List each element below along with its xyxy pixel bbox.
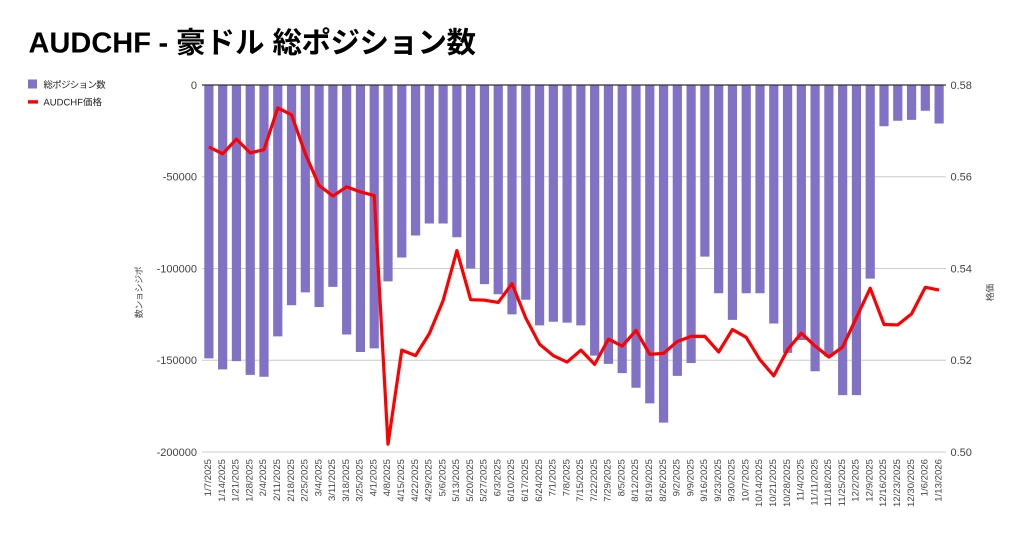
svg-text:1/21/2025: 1/21/2025 <box>231 459 242 502</box>
svg-text:7/22/2025: 7/22/2025 <box>589 459 600 502</box>
svg-text:6/17/2025: 6/17/2025 <box>520 459 531 502</box>
svg-text:0.50: 0.50 <box>951 447 972 459</box>
svg-text:9/2/2025: 9/2/2025 <box>672 459 683 496</box>
svg-text:5/6/2025: 5/6/2025 <box>437 459 448 496</box>
svg-text:0.58: 0.58 <box>951 80 972 92</box>
svg-text:2/4/2025: 2/4/2025 <box>258 459 269 496</box>
svg-text:5/27/2025: 5/27/2025 <box>479 459 490 502</box>
svg-text:10/28/2025: 10/28/2025 <box>782 459 793 507</box>
svg-text:3/11/2025: 3/11/2025 <box>327 459 338 501</box>
svg-text:12/16/2025: 12/16/2025 <box>878 459 889 507</box>
svg-text:12/2/2025: 12/2/2025 <box>851 459 862 502</box>
svg-text:1/6/2026: 1/6/2026 <box>920 459 931 496</box>
svg-text:11/4/2025: 11/4/2025 <box>796 459 807 501</box>
svg-text:3/4/2025: 3/4/2025 <box>313 459 324 496</box>
svg-text:11/11/2025: 11/11/2025 <box>809 459 820 506</box>
svg-text:7/1/2025: 7/1/2025 <box>548 459 559 496</box>
svg-text:0.56: 0.56 <box>951 172 972 184</box>
svg-text:8/12/2025: 8/12/2025 <box>630 459 641 502</box>
svg-text:4/22/2025: 4/22/2025 <box>410 459 421 502</box>
svg-text:7/15/2025: 7/15/2025 <box>575 459 586 502</box>
svg-text:-50000: -50000 <box>163 172 197 184</box>
svg-text:-100000: -100000 <box>157 263 197 275</box>
svg-text:12/23/2025: 12/23/2025 <box>892 459 903 507</box>
svg-text:7/29/2025: 7/29/2025 <box>603 459 614 502</box>
svg-text:2/25/2025: 2/25/2025 <box>300 459 311 502</box>
svg-text:12/30/2025: 12/30/2025 <box>906 459 917 507</box>
svg-text:1/13/2026: 1/13/2026 <box>933 459 944 502</box>
svg-text:0.54: 0.54 <box>951 263 972 275</box>
svg-text:4/8/2025: 4/8/2025 <box>382 459 393 496</box>
svg-text:10/14/2025: 10/14/2025 <box>754 459 765 507</box>
svg-text:0: 0 <box>191 80 197 92</box>
svg-text:6/10/2025: 6/10/2025 <box>506 459 517 502</box>
svg-text:1/14/2025: 1/14/2025 <box>217 459 228 502</box>
svg-text:11/18/2025: 11/18/2025 <box>823 459 834 506</box>
svg-text:5/13/2025: 5/13/2025 <box>451 459 462 502</box>
svg-text:7/8/2025: 7/8/2025 <box>561 459 572 496</box>
svg-text:9/30/2025: 9/30/2025 <box>727 459 738 502</box>
svg-text:3/25/2025: 3/25/2025 <box>355 459 366 502</box>
svg-text:1/28/2025: 1/28/2025 <box>244 459 255 502</box>
svg-text:2/11/2025: 2/11/2025 <box>272 459 283 501</box>
svg-text:9/16/2025: 9/16/2025 <box>699 459 710 502</box>
svg-text:4/1/2025: 4/1/2025 <box>368 459 379 496</box>
svg-text:9/9/2025: 9/9/2025 <box>685 459 696 496</box>
svg-text:10/21/2025: 10/21/2025 <box>768 459 779 507</box>
svg-text:1/7/2025: 1/7/2025 <box>203 459 214 496</box>
svg-text:2/18/2025: 2/18/2025 <box>286 459 297 502</box>
svg-text:10/7/2025: 10/7/2025 <box>740 459 751 502</box>
svg-text:-200000: -200000 <box>157 447 197 459</box>
svg-text:5/20/2025: 5/20/2025 <box>465 459 476 502</box>
svg-text:-150000: -150000 <box>157 355 197 367</box>
svg-text:11/25/2025: 11/25/2025 <box>837 459 848 506</box>
svg-text:0.52: 0.52 <box>951 355 972 367</box>
svg-text:12/9/2025: 12/9/2025 <box>864 459 875 502</box>
svg-text:3/18/2025: 3/18/2025 <box>341 459 352 502</box>
svg-text:9/23/2025: 9/23/2025 <box>713 459 724 502</box>
svg-text:4/29/2025: 4/29/2025 <box>424 459 435 502</box>
svg-text:8/19/2025: 8/19/2025 <box>644 459 655 502</box>
svg-text:8/26/2025: 8/26/2025 <box>658 459 669 502</box>
svg-text:6/3/2025: 6/3/2025 <box>492 459 503 496</box>
svg-text:6/24/2025: 6/24/2025 <box>534 459 545 502</box>
svg-text:8/5/2025: 8/5/2025 <box>616 459 627 496</box>
svg-text:4/15/2025: 4/15/2025 <box>396 459 407 502</box>
